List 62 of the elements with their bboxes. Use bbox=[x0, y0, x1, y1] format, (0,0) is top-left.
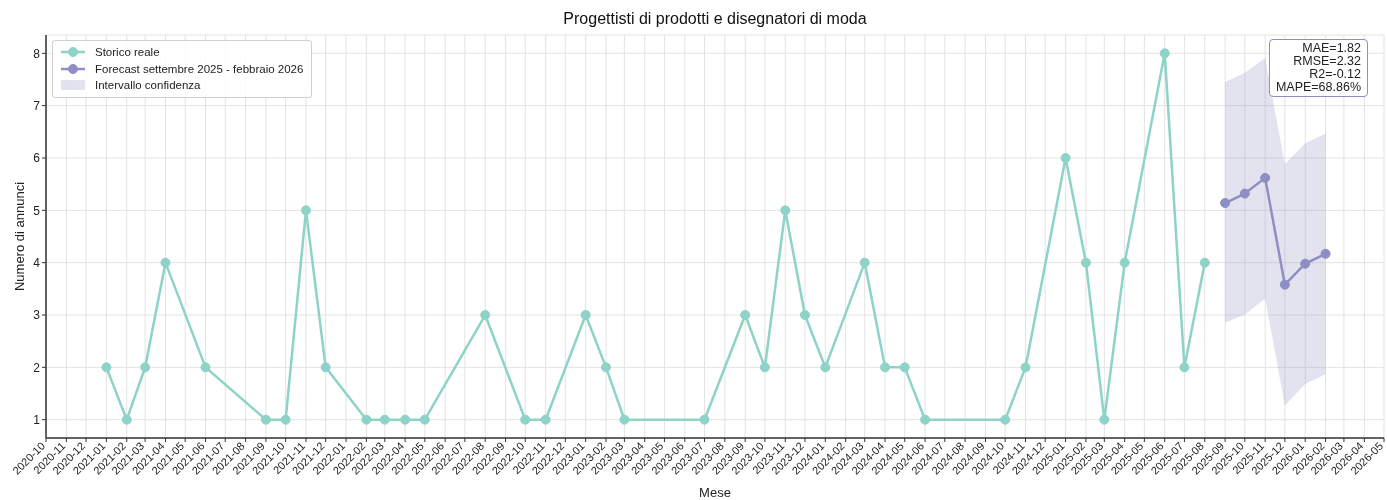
point bbox=[899, 362, 910, 373]
annotation: MAPE=68.86% bbox=[1275, 80, 1361, 94]
point bbox=[601, 362, 612, 373]
point bbox=[400, 414, 411, 425]
point bbox=[280, 414, 291, 425]
point bbox=[419, 414, 430, 425]
point bbox=[300, 205, 311, 216]
point bbox=[379, 414, 390, 425]
legend-label: Storico reale bbox=[95, 45, 160, 60]
point bbox=[799, 310, 810, 321]
annotation: RMSE=2.32 bbox=[1292, 54, 1361, 68]
point bbox=[1239, 188, 1250, 199]
point bbox=[920, 414, 931, 425]
y-tick-label: 5 bbox=[33, 203, 41, 218]
y-tick-label: 1 bbox=[33, 412, 41, 427]
y-tick-label: 7 bbox=[33, 98, 41, 113]
point bbox=[1179, 362, 1190, 373]
y-axis-title: Numero di annunci bbox=[11, 181, 27, 292]
point bbox=[1220, 198, 1231, 208]
point bbox=[1260, 172, 1271, 183]
point bbox=[820, 362, 831, 373]
point bbox=[260, 414, 271, 425]
y-tick-label: 3 bbox=[33, 308, 41, 323]
point bbox=[880, 362, 891, 373]
point bbox=[619, 414, 630, 425]
point bbox=[1000, 414, 1011, 425]
point bbox=[580, 310, 591, 321]
point bbox=[759, 362, 770, 373]
point bbox=[1020, 362, 1031, 373]
point bbox=[361, 414, 372, 425]
point bbox=[1159, 48, 1170, 59]
point bbox=[1099, 414, 1110, 425]
legend-label: Forecast settembre 2025 - febbraio 2026 bbox=[95, 61, 304, 77]
y-tick-label: 8 bbox=[33, 46, 41, 61]
point bbox=[1119, 257, 1130, 268]
point bbox=[540, 414, 551, 425]
annotation: R2=-0.12 bbox=[1308, 67, 1361, 81]
legend-label: Intervallo confidenza bbox=[95, 78, 201, 93]
point bbox=[1060, 152, 1071, 163]
point bbox=[780, 205, 791, 216]
point bbox=[1080, 257, 1091, 268]
chart-title: Progettisti di prodotti e disegnatori di moda bbox=[562, 10, 868, 28]
point bbox=[480, 310, 491, 321]
x-axis-title: Mese bbox=[699, 485, 731, 500]
point bbox=[740, 310, 751, 321]
point bbox=[160, 257, 171, 268]
point bbox=[1199, 257, 1210, 268]
annotation: MAE=1.82 bbox=[1301, 41, 1361, 55]
y-tick-label: 4 bbox=[33, 255, 41, 270]
point bbox=[121, 414, 132, 425]
point bbox=[859, 257, 870, 268]
point bbox=[1300, 258, 1311, 269]
point bbox=[1320, 248, 1331, 259]
point bbox=[101, 362, 112, 373]
point bbox=[1279, 279, 1290, 290]
point bbox=[200, 362, 211, 373]
point bbox=[140, 362, 151, 373]
point bbox=[699, 414, 710, 425]
point bbox=[320, 362, 331, 373]
y-tick-label: 6 bbox=[33, 151, 41, 166]
y-tick-label: 2 bbox=[33, 360, 41, 375]
point bbox=[520, 414, 531, 425]
